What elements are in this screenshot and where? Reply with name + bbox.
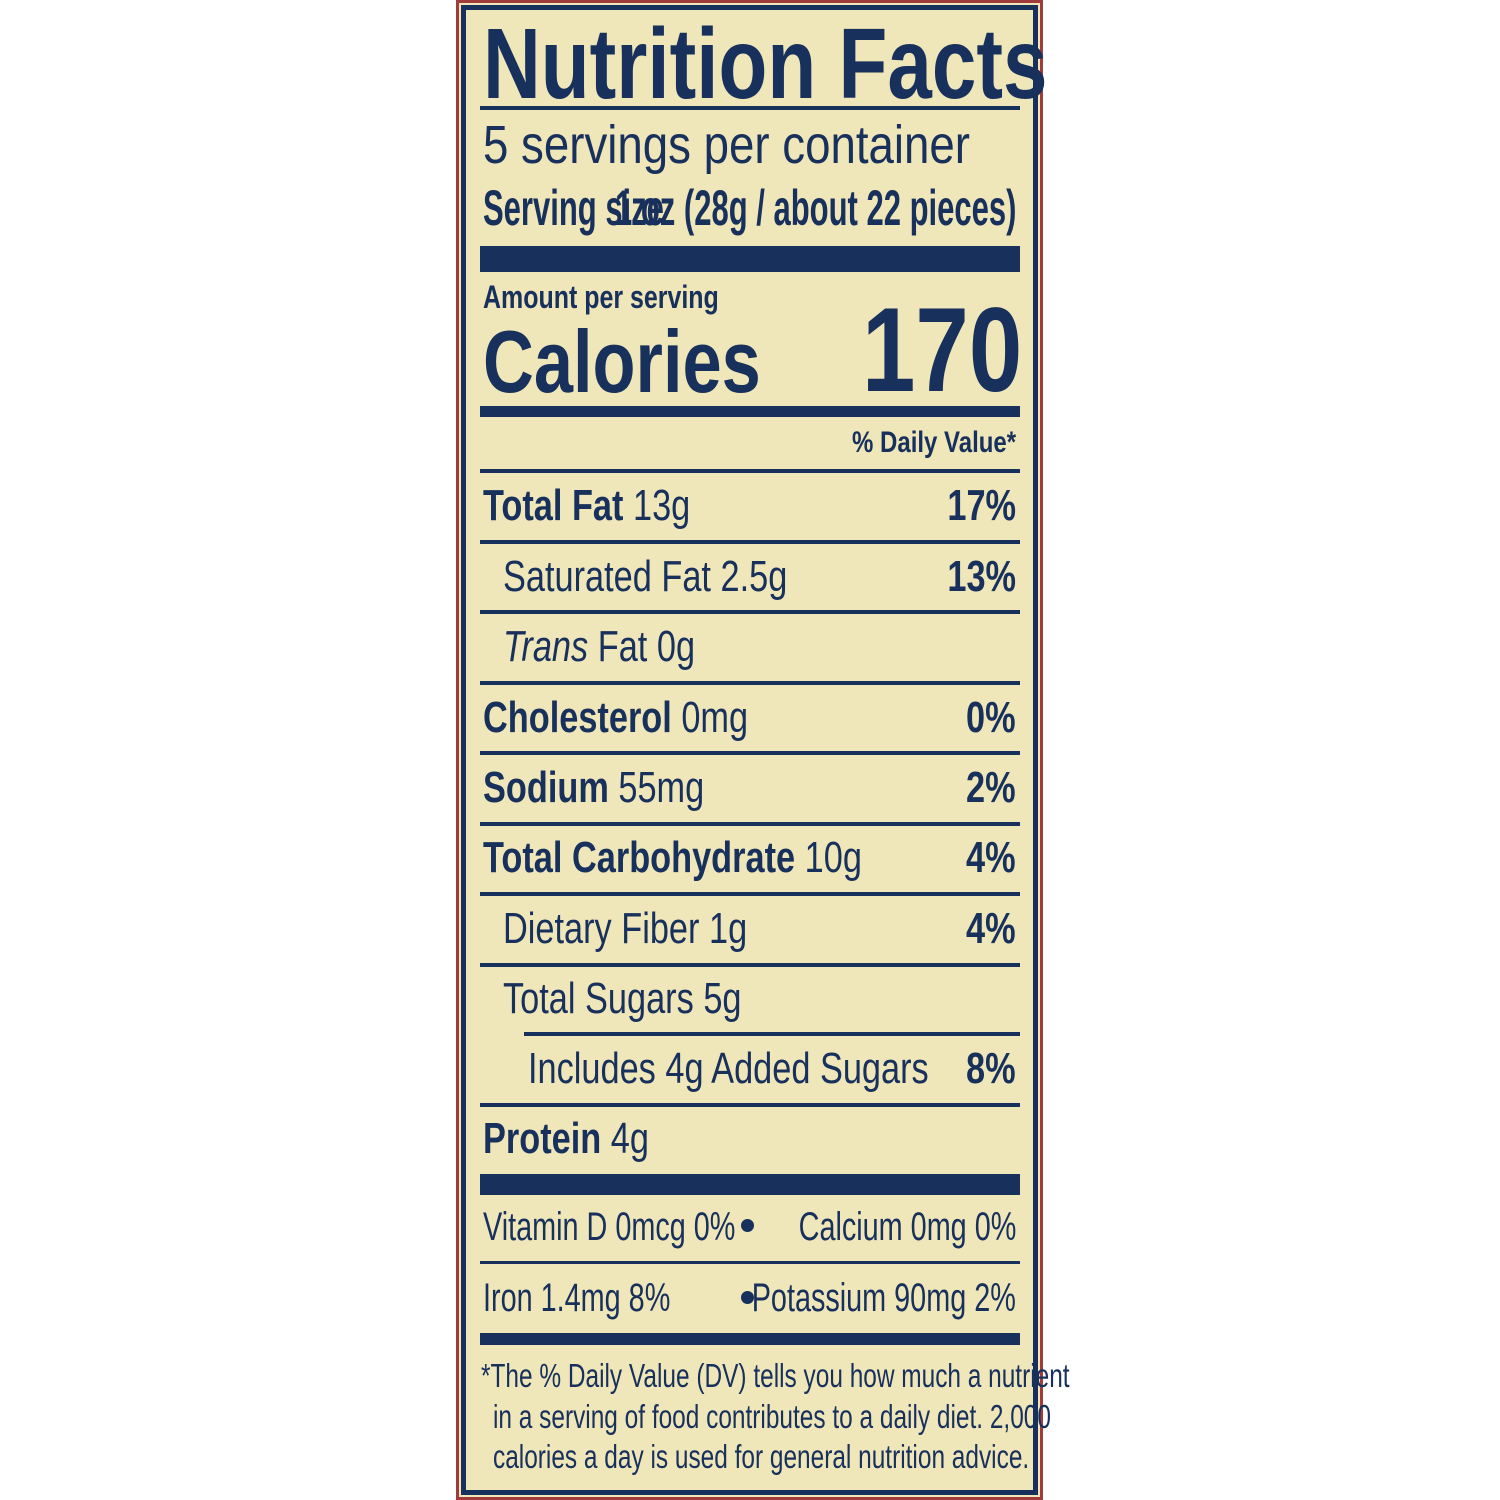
nutrient-sodium: Sodium 55mg bbox=[483, 766, 704, 810]
nutrient-protein: Protein 4g bbox=[483, 1117, 649, 1161]
nutrient-dv: 8% bbox=[966, 1044, 1016, 1093]
serving-size-label: Serving size bbox=[483, 180, 664, 236]
amount-per-serving: Amount per serving bbox=[483, 279, 719, 315]
micronutrient-calcium: Calcium 0mg 0% bbox=[798, 1205, 1016, 1249]
nutrient-name: Sodium bbox=[483, 763, 609, 812]
medium-divider bbox=[480, 1333, 1020, 1345]
nutrient-added-sugars: Includes 4g Added Sugars bbox=[528, 1044, 929, 1093]
calories-value: 170 bbox=[861, 283, 1022, 417]
nutrient-dv: 4% bbox=[966, 904, 1016, 953]
nutrient-saturated-fat: Saturated Fat 2.5g bbox=[503, 555, 787, 599]
divider bbox=[480, 540, 1020, 544]
nutrient-amount: 13g bbox=[632, 481, 691, 530]
nutrient-dv: 0% bbox=[966, 693, 1016, 742]
divider bbox=[480, 963, 1020, 967]
nutrient-dv: 2% bbox=[966, 763, 1016, 812]
footnote-line: in a serving of food contributes to a da… bbox=[493, 1398, 1051, 1435]
nutrient-amount: 0g bbox=[656, 622, 696, 671]
nutrient-name: Total Sugars bbox=[503, 974, 694, 1023]
nutrient-name: Saturated Fat bbox=[503, 552, 711, 601]
nutrient-dv: 17% bbox=[947, 481, 1016, 530]
nutrient-name: Dietary Fiber bbox=[503, 904, 700, 953]
nutrient-name: Total Fat bbox=[483, 481, 624, 530]
footnote-line: *The % Daily Value (DV) tells you how mu… bbox=[481, 1357, 1070, 1394]
nutrient-amount: 0mg bbox=[681, 693, 749, 742]
calories-label: Calories bbox=[483, 312, 761, 411]
nutrient-total-fat: Total Fat 13g bbox=[483, 484, 690, 528]
servings-per-container: 5 servings per container bbox=[483, 115, 970, 175]
nutrient-name: Trans bbox=[503, 622, 589, 671]
footnote-line: calories a day is used for general nutri… bbox=[493, 1438, 1030, 1475]
divider bbox=[480, 1261, 1020, 1264]
nutrient-dietary-fiber: Dietary Fiber 1g bbox=[503, 907, 747, 951]
nutrient-name: Total Carbohydrate bbox=[483, 833, 796, 882]
thick-divider bbox=[480, 1174, 1020, 1195]
nutrient-cholesterol: Cholesterol 0mg bbox=[483, 696, 748, 740]
nutrient-amount: 4g bbox=[610, 1114, 649, 1163]
nutrient-amount: 1g bbox=[708, 904, 748, 953]
nutrient-amount: 55mg bbox=[618, 763, 705, 812]
bullet-icon bbox=[741, 1219, 754, 1232]
divider bbox=[480, 681, 1020, 685]
divider bbox=[480, 822, 1020, 826]
nutrient-name: Cholesterol bbox=[483, 693, 672, 742]
nutrient-total-carbohydrate: Total Carbohydrate 10g bbox=[483, 836, 862, 880]
divider bbox=[480, 610, 1020, 614]
daily-value-header: % Daily Value* bbox=[851, 426, 1016, 459]
divider bbox=[480, 751, 1020, 755]
nutrient-amount: 5g bbox=[703, 974, 742, 1023]
bullet-icon bbox=[741, 1291, 754, 1304]
nutrient-total-sugars: Total Sugars 5g bbox=[503, 977, 741, 1021]
nutrient-dv: 4% bbox=[966, 833, 1016, 882]
serving-size-value: 1 oz (28g / about 22 pieces) bbox=[614, 180, 1016, 236]
nutrient-amount: 2.5g bbox=[720, 552, 788, 601]
nutrient-name: Protein bbox=[483, 1114, 602, 1163]
medium-divider bbox=[480, 406, 1020, 417]
divider bbox=[480, 469, 1020, 473]
micronutrient-vitamin-d: Vitamin D 0mcg 0% bbox=[483, 1205, 736, 1249]
micronutrient-potassium: Potassium 90mg 2% bbox=[751, 1276, 1016, 1320]
label-title: Nutrition Facts bbox=[483, 8, 1048, 120]
nutrient-amount: 10g bbox=[804, 833, 862, 882]
divider bbox=[480, 106, 1020, 110]
nutrient-trans-fat: Trans Fat 0g bbox=[503, 625, 695, 669]
nutrient-dv: 13% bbox=[947, 552, 1016, 601]
divider bbox=[480, 892, 1020, 896]
divider bbox=[480, 1103, 1020, 1107]
divider bbox=[524, 1032, 1020, 1036]
nutrient-name-suffix: Fat bbox=[597, 622, 648, 671]
thick-divider bbox=[480, 246, 1020, 272]
micronutrient-iron: Iron 1.4mg 8% bbox=[483, 1276, 671, 1320]
